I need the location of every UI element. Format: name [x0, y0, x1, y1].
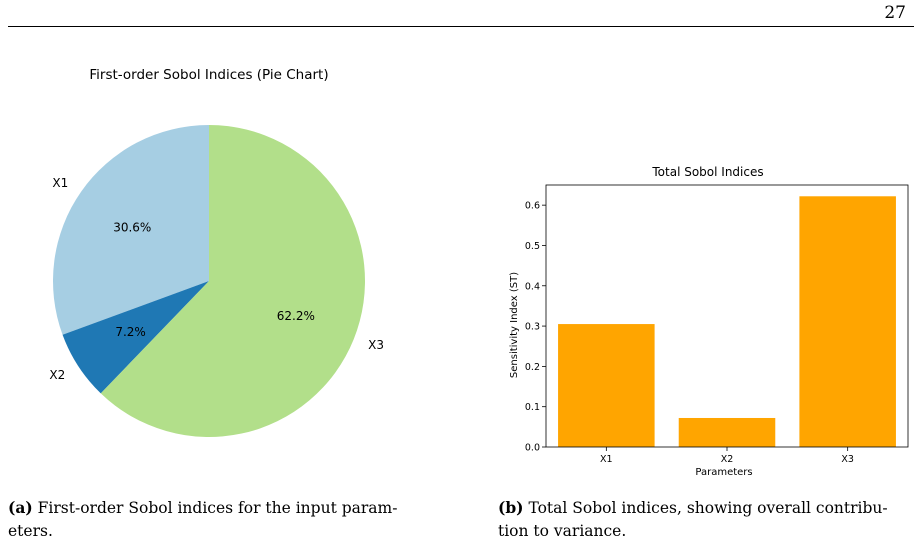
- caption-b-line1: Total Sobol indices, showing overall con…: [528, 499, 888, 517]
- bar-axes: X1 X2 X3 0.0 0.1 0.2 0.3 0.4 0.5 0.6: [525, 184, 909, 465]
- bar-x2: [678, 417, 776, 447]
- pie-value-label-x2: 7.2%: [115, 325, 146, 339]
- bar-x1: [558, 324, 655, 447]
- pie-chart-title: First-order Sobol Indices (Pie Chart): [89, 67, 328, 83]
- y-tick-label: 0.3: [525, 322, 540, 333]
- y-tick-label: 0.0: [525, 443, 540, 454]
- bar-chart: Total Sobol Indices X1 X2 X3 0.0 0.1 0.2 0.3 0.…: [509, 165, 909, 478]
- pie-slice-x3: [100, 125, 366, 438]
- caption-a: (a) First-order Sobol indices for the in…: [8, 496, 418, 543]
- caption-b-label: (b): [498, 498, 524, 517]
- pie-value-label-x3: 62.2%: [277, 309, 315, 323]
- y-tick-label: 0.2: [525, 362, 540, 373]
- pie-category-label-x2: X2: [49, 368, 65, 382]
- y-axis-label: Sensitivity Index (ST): [509, 272, 520, 378]
- bar-series: [558, 196, 896, 447]
- caption-a-line2: eters.: [8, 522, 53, 540]
- page-number: 27: [884, 3, 906, 23]
- y-tick-label: 0.6: [525, 201, 540, 212]
- bar-chart-title: Total Sobol Indices: [651, 165, 763, 179]
- pie-slice-x1: [52, 125, 209, 335]
- pie-slice-x2: [62, 281, 209, 394]
- x-axis-label: Parameters: [695, 467, 752, 478]
- bar-x3: [799, 196, 896, 447]
- pie-value-label-x1: 30.6%: [113, 220, 151, 234]
- x-tick-label-x1: X1: [600, 454, 613, 465]
- pie-category-label-x3: X3: [368, 338, 384, 352]
- y-tick-label: 0.1: [525, 402, 540, 413]
- caption-a-line1: First-order Sobol indices for the input …: [37, 499, 398, 517]
- x-tick-label-x3: X3: [841, 454, 854, 465]
- plot-frame: [545, 184, 909, 448]
- x-tick-label-x2: X2: [721, 454, 734, 465]
- pie-category-label-x1: X1: [52, 176, 68, 190]
- caption-b-line2: tion to variance.: [498, 522, 627, 540]
- y-tick-label: 0.4: [525, 281, 540, 292]
- y-tick-label: 0.5: [525, 241, 540, 252]
- pie-slices: [52, 125, 366, 438]
- pie-chart: First-order Sobol Indices (Pie Chart) 30…: [49, 67, 384, 438]
- pie-labels: 30.6% X1 7.2% X2 62.2% X3: [49, 176, 384, 382]
- header-rule: [8, 26, 914, 27]
- caption-b: (b) Total Sobol indices, showing overall…: [498, 496, 914, 543]
- caption-a-label: (a): [8, 498, 33, 517]
